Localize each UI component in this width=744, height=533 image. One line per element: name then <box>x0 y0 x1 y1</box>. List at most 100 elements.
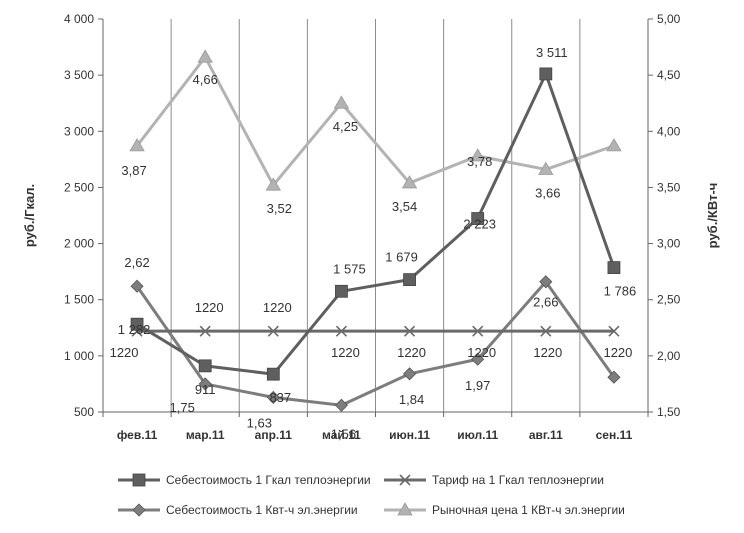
legend-label: Себестоимость 1 Гкал теплоэнергии <box>166 473 371 487</box>
y2-tick-label: 2,50 <box>657 293 681 307</box>
y2-tick-label: 3,00 <box>657 237 681 251</box>
legend-marker <box>132 473 146 487</box>
data-point <box>471 352 485 366</box>
data-label: 4,25 <box>333 119 358 134</box>
data-point <box>539 67 553 81</box>
data-point <box>538 161 554 175</box>
data-label: 4,66 <box>193 72 218 87</box>
data-label: 1 786 <box>604 284 637 299</box>
data-point <box>265 177 282 191</box>
data-label: 1220 <box>467 345 496 360</box>
data-point <box>267 325 279 337</box>
data-label: 2 223 <box>463 217 496 232</box>
y-tick-label: 1 500 <box>64 293 94 307</box>
data-point <box>403 325 416 337</box>
y2-axis-title: руб./КВт-ч <box>705 183 720 249</box>
data-point <box>130 317 144 331</box>
y2-tick-label: 2,00 <box>657 349 681 363</box>
data-point <box>540 325 552 337</box>
axes: 500 1 000 1 500 2 000 2 500 3 000 3 500 4 000 1,… <box>22 12 720 442</box>
data-label: 1220 <box>110 345 139 360</box>
legend-marker <box>132 503 146 517</box>
legend-marker <box>397 502 413 516</box>
data-label: 1220 <box>263 300 292 315</box>
data-point <box>607 261 621 275</box>
data-label: 837 <box>269 390 291 405</box>
data-label: 1220 <box>397 345 426 360</box>
legend-label: Себестоимость 1 Квт-ч эл.энергии <box>166 503 358 517</box>
data-label: 2,62 <box>124 255 149 270</box>
data-label: 1,63 <box>247 415 272 430</box>
data-label: 1,75 <box>170 400 195 415</box>
data-point <box>198 359 212 373</box>
data-label: 1,56 <box>331 426 356 441</box>
data-point <box>198 377 212 391</box>
y-tick-label: 3 500 <box>64 68 94 82</box>
data-point <box>469 148 486 162</box>
data-point <box>197 49 213 63</box>
y-axis-title: руб./Гкал. <box>22 184 37 247</box>
series-line <box>136 72 616 376</box>
y-tick-label: 3 000 <box>64 124 94 138</box>
data-point <box>606 138 622 152</box>
y-tick-label: 1 000 <box>64 349 94 363</box>
data-label: 1220 <box>533 345 562 360</box>
data-point <box>539 275 553 289</box>
series-line <box>135 55 615 187</box>
x-tick-label: фев.11 <box>117 428 158 442</box>
data-point <box>333 95 350 109</box>
data-point <box>402 367 417 381</box>
grid <box>170 19 581 412</box>
data-point <box>335 284 348 298</box>
data-point <box>403 273 416 287</box>
data-point <box>130 279 144 293</box>
data-label: 1220 <box>195 300 224 315</box>
y2-tick-label: 5,00 <box>657 12 681 26</box>
data-label: 1,84 <box>399 392 424 407</box>
data-label: 3,52 <box>267 201 292 216</box>
data-point <box>401 175 418 189</box>
x-tick-label: мар.11 <box>186 428 225 442</box>
data-label: 1 575 <box>333 261 366 276</box>
x-tick-label: май.11 <box>322 428 361 442</box>
data-label: 3,54 <box>392 199 417 214</box>
data-point <box>335 325 348 337</box>
y-tick-label: 500 <box>74 405 94 419</box>
data-labels: 1 282 911 837 1 575 1 679 2 223 3 511 1 786 1220… <box>110 45 637 441</box>
data-point <box>334 398 349 412</box>
legend-label: Рыночная цена 1 КВт-ч эл.энергии <box>432 503 625 517</box>
data-label: 3,66 <box>535 185 560 200</box>
data-point <box>199 325 211 337</box>
data-label: 3 511 <box>536 45 568 60</box>
data-point <box>266 367 280 381</box>
data-point <box>608 325 620 337</box>
data-point <box>607 370 621 384</box>
data-label: 1 282 <box>118 322 151 337</box>
y2-tick-label: 4,50 <box>657 68 681 82</box>
data-label: 1220 <box>331 345 360 360</box>
x-tick-label: апр.11 <box>255 428 293 442</box>
data-label: 2,66 <box>533 295 558 310</box>
y2-tick-label: 4,00 <box>657 124 681 138</box>
legend-marker <box>399 474 411 486</box>
y2-tick-label: 1,50 <box>657 405 681 419</box>
series-line <box>135 280 616 407</box>
x-tick-label: июл.11 <box>457 428 498 442</box>
legend: Себестоимость 1 Гкал теплоэнергии Тариф н… <box>118 473 625 517</box>
x-tick-label: авг.11 <box>529 428 563 442</box>
data-label: 911 <box>195 382 216 397</box>
plot-series <box>129 49 622 412</box>
legend-label: Тариф на 1 Гкал теплоэнергии <box>432 473 604 487</box>
y-tick-label: 2 500 <box>64 180 94 194</box>
data-label: 3,78 <box>467 154 492 169</box>
data-point <box>266 390 280 404</box>
data-label: 1 679 <box>385 250 418 265</box>
data-label: 1220 <box>603 345 632 360</box>
data-point <box>472 325 484 337</box>
y2-tick-label: 3,50 <box>657 180 681 194</box>
x-tick-label: сен.11 <box>596 428 633 442</box>
x-tick-label: июн.11 <box>389 428 430 442</box>
data-point <box>471 212 485 225</box>
data-point <box>129 138 145 152</box>
